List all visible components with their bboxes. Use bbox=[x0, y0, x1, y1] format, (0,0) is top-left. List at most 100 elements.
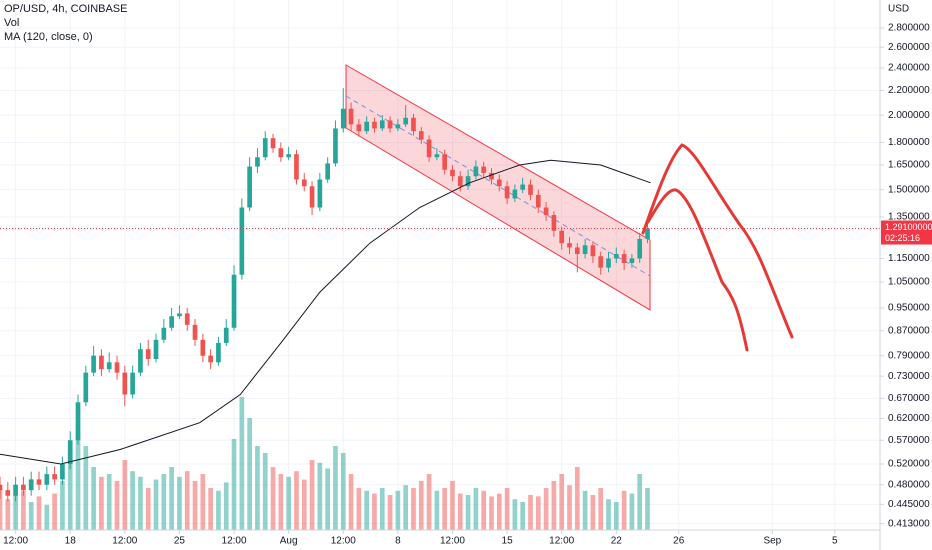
x-tick-label: 8 bbox=[395, 536, 401, 547]
volume-bar bbox=[75, 432, 81, 530]
x-tick-label: 18 bbox=[65, 536, 77, 547]
candle-body bbox=[301, 179, 307, 187]
volume-bar bbox=[629, 493, 635, 530]
candle-body bbox=[52, 474, 57, 480]
candle-body bbox=[434, 154, 440, 158]
volume-bar bbox=[418, 481, 424, 530]
candle-body bbox=[0, 484, 3, 491]
volume-bar bbox=[309, 460, 315, 530]
x-tick-label: 12:00 bbox=[222, 536, 247, 547]
candle-body bbox=[262, 138, 268, 158]
candle-body bbox=[239, 207, 245, 275]
candle-body bbox=[372, 121, 377, 129]
candle-body bbox=[450, 169, 455, 177]
candle-body bbox=[21, 484, 26, 491]
volume-bar bbox=[356, 488, 362, 530]
volume-bar bbox=[44, 504, 50, 530]
candle-body bbox=[582, 245, 588, 254]
candle-body bbox=[278, 148, 284, 158]
price-tag bbox=[881, 220, 932, 245]
candle-body bbox=[83, 372, 89, 403]
y-tick-label: 0.950000 bbox=[888, 303, 930, 314]
volume-bar bbox=[590, 495, 596, 530]
candle-body bbox=[99, 355, 104, 370]
candle-body bbox=[216, 342, 221, 363]
volume-pane bbox=[0, 397, 650, 530]
candle-body bbox=[184, 313, 190, 325]
y-tick-label: 2.800000 bbox=[888, 23, 930, 34]
y-tick-label: 1.650000 bbox=[888, 160, 930, 171]
candle-body bbox=[223, 327, 229, 343]
volume-bar bbox=[543, 488, 549, 530]
volume-bar bbox=[216, 490, 221, 530]
y-tick-label: 0.790000 bbox=[888, 350, 930, 361]
indicator-legend: MA (120, close, 0) bbox=[4, 31, 93, 43]
candle-body bbox=[535, 194, 541, 208]
candle-body bbox=[465, 176, 471, 187]
x-tick-label: 25 bbox=[174, 536, 186, 547]
volume-bar bbox=[481, 490, 487, 530]
x-tick-label: Sep bbox=[763, 536, 781, 547]
y-tick-label: 1.500000 bbox=[888, 184, 930, 195]
countdown-label: 02:25:16 bbox=[885, 233, 920, 243]
indicator-legend: Vol bbox=[4, 17, 19, 29]
price-tag-label: 1.29100000 bbox=[885, 222, 932, 232]
candle-body bbox=[621, 253, 627, 264]
candle-body bbox=[364, 121, 370, 132]
volume-bar bbox=[387, 495, 393, 530]
volume-bar bbox=[106, 474, 112, 530]
x-tick-label: 5 bbox=[832, 536, 838, 547]
volume-bar bbox=[434, 490, 440, 530]
volume-bar bbox=[395, 490, 401, 530]
candle-body bbox=[145, 349, 151, 359]
candle-body bbox=[356, 124, 362, 132]
candle-body bbox=[60, 463, 65, 480]
candle-body bbox=[106, 362, 112, 370]
x-tick-label: Aug bbox=[280, 536, 298, 547]
volume-bar bbox=[192, 481, 198, 530]
volume-bar bbox=[559, 474, 565, 530]
volume-bar bbox=[28, 502, 34, 530]
y-tick-label: 1.150000 bbox=[888, 253, 930, 264]
y-tick-label: 1.800000 bbox=[888, 137, 930, 148]
volume-bar bbox=[36, 496, 42, 530]
candle-body bbox=[559, 230, 565, 244]
channel bbox=[345, 64, 651, 311]
candle-body bbox=[169, 316, 174, 328]
volume-bar bbox=[512, 499, 518, 530]
volume-bar bbox=[262, 453, 268, 530]
volume-bar bbox=[60, 481, 65, 530]
candle-body bbox=[457, 176, 463, 187]
candle-body bbox=[629, 258, 635, 264]
volume-bar bbox=[645, 488, 650, 530]
candle-body bbox=[114, 362, 120, 373]
volume-bar bbox=[223, 482, 229, 530]
candle-body bbox=[590, 245, 596, 257]
candle-body bbox=[598, 256, 604, 268]
candle-body bbox=[122, 372, 128, 395]
forecast-curve bbox=[646, 188, 749, 352]
volume-bar bbox=[52, 493, 57, 530]
candle-body bbox=[340, 108, 346, 129]
candle-body bbox=[395, 124, 401, 129]
y-tick-label: 2.200000 bbox=[888, 85, 930, 96]
candle-body bbox=[231, 274, 237, 328]
volume-bar bbox=[317, 462, 323, 530]
x-tick-label: 15 bbox=[502, 536, 514, 547]
candle-body bbox=[403, 117, 409, 125]
y-tick-label: 2.000000 bbox=[888, 110, 930, 121]
volume-bar bbox=[621, 490, 627, 530]
candle-body bbox=[286, 154, 291, 158]
volume-bar bbox=[528, 495, 533, 530]
grid bbox=[0, 0, 880, 530]
candle-body bbox=[208, 355, 213, 363]
volume-bar bbox=[496, 493, 502, 530]
candle-body bbox=[177, 313, 182, 317]
volume-bar bbox=[364, 490, 370, 530]
volume-bar bbox=[403, 485, 409, 530]
volume-bar bbox=[278, 474, 284, 530]
chart-title: OP/USD, 4h, COINBASE bbox=[4, 3, 127, 15]
volume-bar bbox=[294, 471, 299, 530]
y-tick-label: 0.480000 bbox=[888, 479, 930, 490]
